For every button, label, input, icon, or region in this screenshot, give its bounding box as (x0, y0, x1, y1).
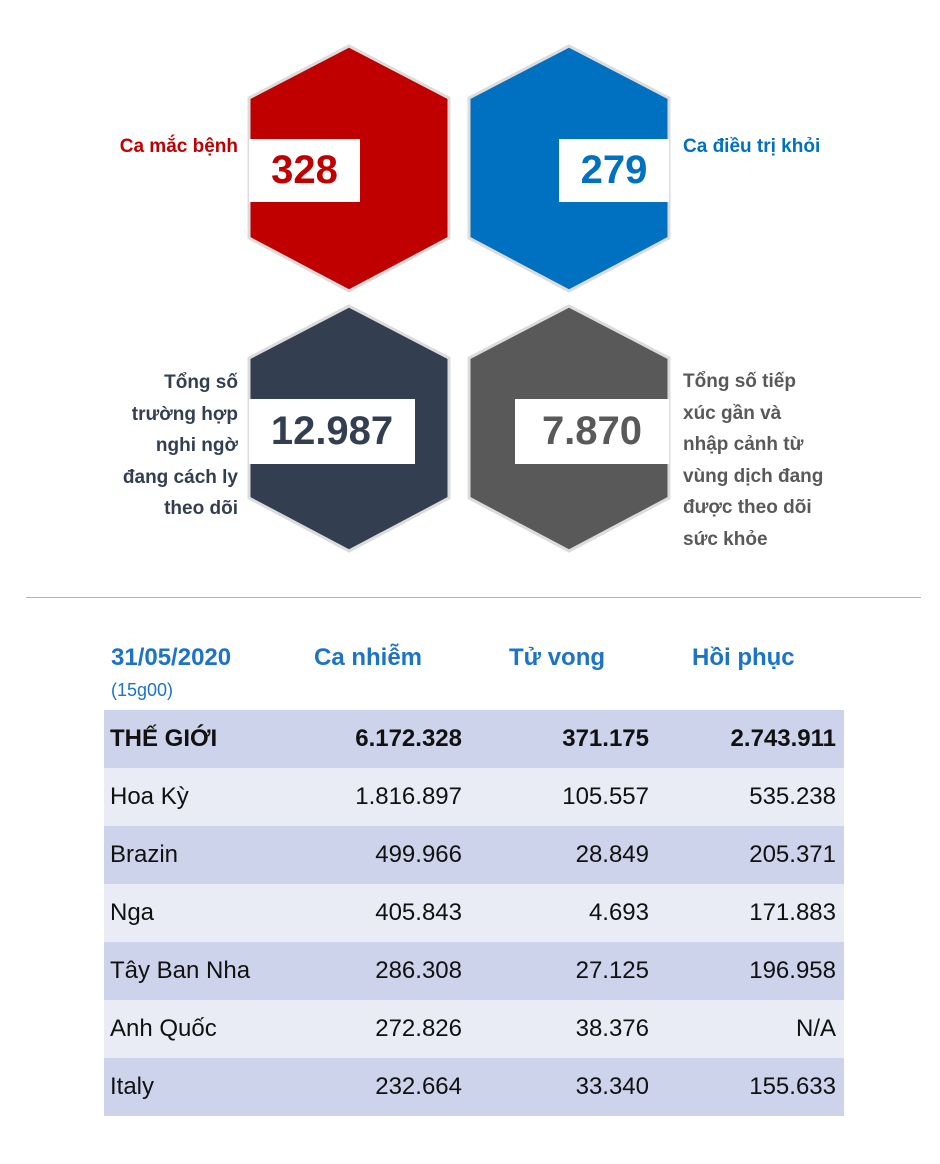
country-cell: Nga (110, 899, 155, 926)
table-header: 31/05/2020 (15g00) Ca nhiễm Tử vong Hồi … (104, 640, 844, 710)
monitoring-label-line: được theo dõi (683, 497, 812, 518)
table-body: THẾ GIỚI 6.172.328 371.175 2.743.911 Hoa Kỳ 1… (104, 710, 844, 1116)
quarantine-label-line: nghi ngờ (155, 435, 238, 456)
recovered-value: 279 (559, 139, 669, 202)
world-stats-table: 31/05/2020 (15g00) Ca nhiễm Tử vong Hồi … (104, 640, 844, 1116)
table-row: Nga 405.843 4.693 171.883 (104, 884, 844, 942)
column-header-deaths: Tử vong (509, 644, 606, 671)
monitoring-label-line: nhập cảnh từ (683, 434, 804, 455)
cases-label: Ca mắc bệnh (119, 136, 238, 157)
column-header-recovered: Hồi phục (692, 644, 795, 671)
recovered-cell: 2.743.911 (730, 725, 836, 752)
recovered-label: Ca điều trị khỏi (683, 136, 821, 157)
cases-cell: 1.816.897 (355, 783, 462, 810)
table-row: Italy 232.664 33.340 155.633 (104, 1058, 844, 1116)
recovered-cell: 196.958 (749, 957, 836, 984)
table-row: Anh Quốc 272.826 38.376 N/A (104, 1000, 844, 1058)
table-row: Tây Ban Nha 286.308 27.125 196.958 (104, 942, 844, 1000)
deaths-cell: 33.340 (575, 1073, 649, 1100)
deaths-cell: 38.376 (575, 1015, 649, 1042)
country-cell: THẾ GIỚI (110, 725, 218, 752)
monitoring-label-line: sức khỏe (683, 528, 768, 550)
country-cell: Italy (110, 1073, 155, 1100)
recovered-cell: 155.633 (749, 1073, 836, 1100)
cases-cell: 232.664 (375, 1073, 462, 1100)
country-cell: Tây Ban Nha (110, 957, 251, 984)
table-row: Hoa Kỳ 1.816.897 105.557 535.238 (104, 768, 844, 826)
country-cell: Brazin (110, 841, 179, 868)
quarantine-label-line: theo dõi (164, 498, 238, 519)
recovered-cell: 171.883 (749, 899, 836, 926)
column-header-cases: Ca nhiễm (314, 644, 423, 671)
monitoring-label: Tổng số tiếp xúc gần và nhập cảnh từ vùn… (683, 366, 823, 555)
deaths-cell: 28.849 (575, 841, 649, 868)
deaths-cell: 4.693 (588, 899, 649, 926)
table-date: 31/05/2020 (111, 644, 232, 671)
quarantine-label: Tổng số trường hợp nghi ngờ đang cách ly… (123, 367, 238, 525)
deaths-cell: 27.125 (575, 957, 649, 984)
quarantine-label-line: đang cách ly (122, 466, 238, 488)
recovered-cell: 205.371 (749, 841, 836, 868)
quarantine-label-line: Tổng số (164, 372, 238, 393)
monitoring-label-line: xúc gần và (683, 402, 782, 424)
country-cell: Hoa Kỳ (110, 783, 189, 810)
cases-cell: 6.172.328 (355, 725, 462, 752)
table-row: Brazin 499.966 28.849 205.371 (104, 826, 844, 884)
cases-cell: 286.308 (375, 957, 462, 984)
deaths-cell: 371.175 (562, 725, 649, 752)
country-cell: Anh Quốc (110, 1015, 217, 1042)
table-time: (15g00) (111, 680, 174, 700)
cases-cell: 499.966 (375, 841, 462, 868)
monitoring-label-line: vùng dịch đang (683, 465, 824, 487)
deaths-cell: 105.557 (562, 783, 649, 810)
cases-cell: 405.843 (375, 899, 462, 926)
quarantine-value: 12.987 (249, 399, 415, 464)
recovered-cell: 535.238 (749, 783, 836, 810)
table-row: THẾ GIỚI 6.172.328 371.175 2.743.911 (104, 710, 844, 768)
monitoring-label-line: Tổng số tiếp (683, 371, 796, 392)
section-divider (26, 597, 921, 598)
cases-value: 328 (249, 139, 360, 202)
quarantine-label-line: trường hợp (131, 403, 238, 425)
cases-cell: 272.826 (375, 1015, 462, 1042)
recovered-cell: N/A (795, 1015, 836, 1042)
monitoring-value: 7.870 (515, 399, 669, 464)
